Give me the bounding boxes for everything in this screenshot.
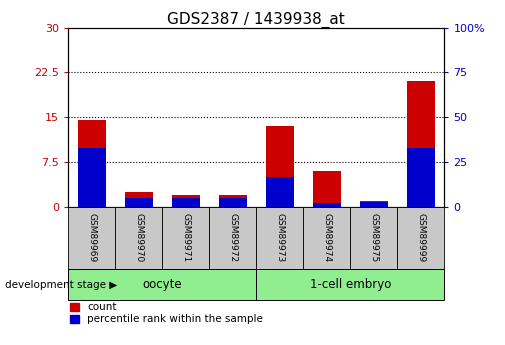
- Bar: [397, 207, 444, 269]
- Bar: [78, 120, 106, 207]
- Legend: count, percentile rank within the sample: count, percentile rank within the sample: [70, 302, 263, 324]
- Text: GSM89973: GSM89973: [275, 214, 284, 263]
- Bar: [350, 207, 397, 269]
- Text: GSM89974: GSM89974: [322, 214, 331, 263]
- Text: GSM89969: GSM89969: [87, 214, 96, 263]
- Bar: [360, 201, 388, 207]
- Bar: [360, 201, 388, 207]
- Bar: [219, 198, 247, 207]
- Text: 1-cell embryo: 1-cell embryo: [310, 278, 391, 291]
- Bar: [257, 207, 304, 269]
- Text: GSM89972: GSM89972: [228, 214, 237, 263]
- Bar: [407, 81, 435, 207]
- Text: GSM89971: GSM89971: [181, 214, 190, 263]
- Text: development stage ▶: development stage ▶: [5, 280, 117, 289]
- Bar: [162, 207, 209, 269]
- Text: GSM89975: GSM89975: [369, 214, 378, 263]
- Bar: [125, 192, 153, 207]
- Bar: [266, 177, 294, 207]
- Bar: [172, 198, 200, 207]
- Bar: [68, 269, 257, 300]
- Bar: [313, 204, 341, 207]
- Bar: [125, 198, 153, 207]
- Bar: [68, 207, 115, 269]
- Bar: [407, 148, 435, 207]
- Bar: [313, 171, 341, 207]
- Title: GDS2387 / 1439938_at: GDS2387 / 1439938_at: [168, 11, 345, 28]
- Bar: [266, 126, 294, 207]
- Text: GSM89970: GSM89970: [134, 214, 143, 263]
- Bar: [78, 148, 106, 207]
- Bar: [209, 207, 256, 269]
- Bar: [219, 195, 247, 207]
- Bar: [304, 207, 350, 269]
- Bar: [172, 195, 200, 207]
- Text: oocyte: oocyte: [142, 278, 182, 291]
- Bar: [115, 207, 162, 269]
- Bar: [257, 269, 444, 300]
- Text: GSM89999: GSM89999: [417, 214, 425, 263]
